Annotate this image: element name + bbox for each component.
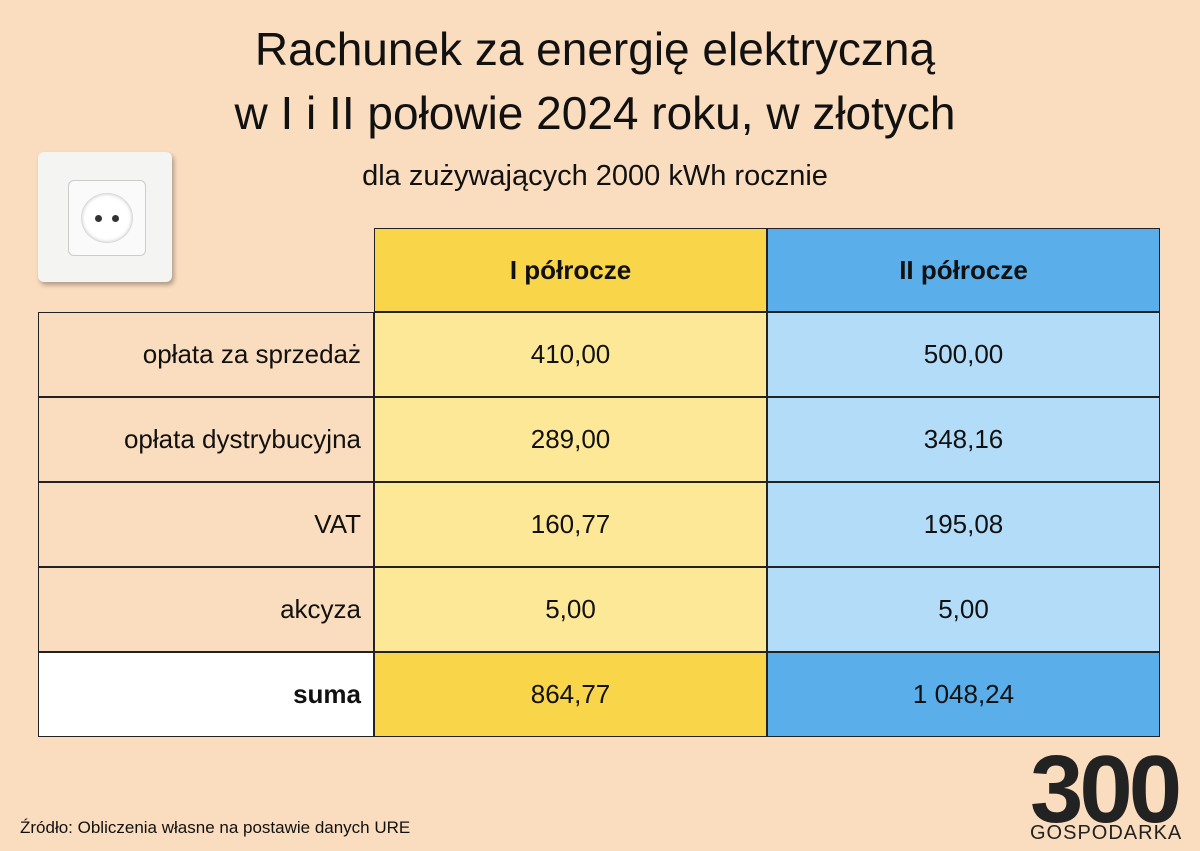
- socket-pin: [112, 215, 119, 222]
- row-label: opłata za sprzedaż: [38, 312, 374, 397]
- logo-text: GOSPODARKA: [1030, 822, 1183, 844]
- row-label: akcyza: [38, 567, 374, 652]
- row-label: suma: [38, 652, 374, 737]
- value-cell: 5,00: [374, 567, 767, 652]
- row-label: opłata dystrybucyjna: [38, 397, 374, 482]
- value-cell: 864,77: [374, 652, 767, 737]
- source: Źródło: Obliczenia własne na postawie da…: [20, 818, 411, 837]
- socket-face: [68, 180, 146, 256]
- logo-number: 300: [1030, 736, 1182, 843]
- value-cell: 195,08: [767, 482, 1160, 567]
- column-header: I półrocze: [374, 228, 767, 312]
- subtitle: dla zużywających 2000 kWh rocznie: [362, 160, 828, 192]
- title-line: w I i II połowie 2024 roku, w złotych: [234, 87, 956, 139]
- value-cell: 289,00: [374, 397, 767, 482]
- value-cell: 160,77: [374, 482, 767, 567]
- column-header: II półrocze: [767, 228, 1160, 312]
- value-cell: 1 048,24: [767, 652, 1160, 737]
- value-cell: 348,16: [767, 397, 1160, 482]
- value-cell: 500,00: [767, 312, 1160, 397]
- value-cell: 410,00: [374, 312, 767, 397]
- row-label: VAT: [38, 482, 374, 567]
- socket-icon: [38, 152, 172, 282]
- socket-pin: [95, 215, 102, 222]
- socket-hole-area: [81, 193, 133, 243]
- title-line: Rachunek za energię elektryczną: [254, 23, 936, 75]
- value-cell: 5,00: [767, 567, 1160, 652]
